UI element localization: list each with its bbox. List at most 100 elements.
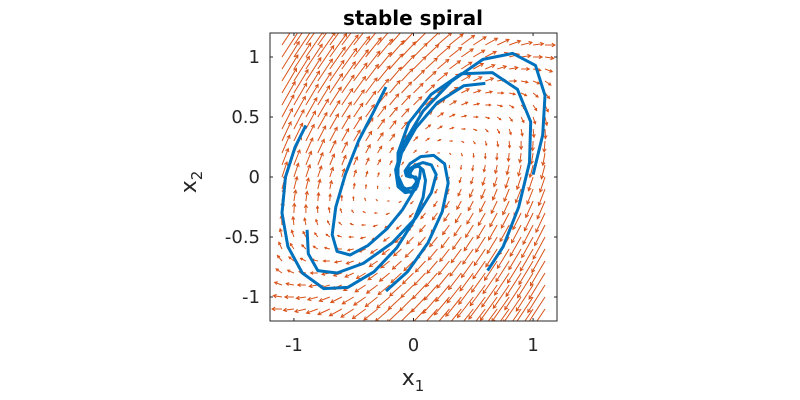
vector-arrow	[508, 116, 513, 122]
vector-arrow	[329, 59, 345, 82]
vector-arrow	[317, 165, 323, 178]
vector-arrow	[425, 124, 432, 130]
vector-arrow	[382, 236, 390, 242]
vector-arrow	[352, 195, 355, 202]
vector-arrow	[411, 284, 426, 300]
vector-arrow	[437, 72, 449, 82]
vector-arrow	[353, 296, 366, 306]
y-axis-label: x2	[177, 171, 206, 194]
vector-arrow	[425, 151, 429, 154]
vector-arrow	[532, 104, 538, 112]
vector-arrow	[389, 106, 398, 118]
vector-arrow	[536, 200, 546, 220]
vector-field	[270, 33, 557, 321]
vector-arrow	[473, 128, 478, 131]
vector-arrow	[289, 242, 295, 250]
vector-arrow	[473, 36, 487, 46]
vector-arrow	[437, 112, 445, 118]
vector-arrow	[487, 308, 498, 321]
vector-arrow	[302, 230, 307, 238]
vector-arrow	[281, 134, 291, 154]
vector-arrow	[390, 272, 402, 284]
vector-arrow	[391, 260, 402, 270]
vector-arrow	[293, 68, 309, 94]
vector-arrow	[437, 58, 450, 70]
vector-arrow	[481, 176, 486, 187]
vector-arrow	[449, 152, 452, 156]
vector-arrow	[493, 164, 498, 175]
vector-arrow	[305, 150, 313, 166]
vector-arrow	[533, 54, 544, 60]
y-tick-label: 1	[249, 47, 260, 68]
vector-arrow	[375, 308, 390, 321]
vector-arrow	[293, 82, 308, 106]
vector-arrow	[543, 128, 548, 140]
vector-arrow	[446, 284, 462, 304]
vector-arrow	[291, 215, 296, 226]
y-tick-label: -1	[242, 287, 260, 308]
vector-arrow	[437, 45, 451, 58]
vector-arrow	[377, 78, 390, 94]
vector-arrow	[525, 200, 534, 219]
vector-arrow	[488, 224, 498, 241]
vector-arrow	[427, 248, 438, 261]
vector-arrow	[523, 212, 534, 232]
x-tick-label: -1	[285, 335, 303, 356]
vector-arrow	[281, 94, 295, 118]
vector-arrow	[509, 65, 519, 71]
vector-arrow	[329, 72, 344, 94]
vector-arrow	[376, 296, 390, 309]
y-tick-label: 0	[249, 167, 260, 188]
vector-arrow	[496, 248, 510, 270]
vector-arrow	[514, 296, 534, 321]
vector-arrow	[459, 272, 474, 292]
vector-arrow	[389, 33, 401, 46]
vector-arrow	[386, 200, 390, 202]
vector-arrow	[329, 46, 346, 70]
vector-arrow	[522, 224, 534, 246]
vector-arrow	[353, 102, 364, 118]
vector-arrow	[450, 248, 462, 264]
vector-arrow	[317, 98, 329, 118]
vector-arrow	[508, 128, 512, 136]
vector-arrow	[341, 296, 354, 305]
vector-arrow	[506, 152, 511, 163]
vector-arrow	[437, 139, 442, 142]
vector-arrow	[495, 260, 510, 283]
vector-arrow	[353, 155, 359, 166]
vector-arrow	[521, 53, 532, 59]
vector-arrow	[449, 260, 462, 277]
vector-arrow	[445, 296, 462, 318]
vector-arrow	[462, 248, 474, 265]
vector-arrow	[341, 167, 346, 178]
vector-arrow	[420, 212, 426, 220]
vector-arrow	[341, 141, 348, 154]
vector-arrow	[521, 236, 534, 259]
vector-arrow	[365, 33, 377, 46]
vector-arrow	[533, 41, 545, 47]
vector-arrow	[436, 164, 439, 168]
vector-arrow	[315, 218, 319, 226]
vector-arrow	[377, 158, 381, 166]
vector-arrow	[449, 113, 456, 118]
vector-arrow	[485, 37, 499, 46]
vector-arrow	[449, 126, 455, 130]
vector-arrow	[305, 110, 316, 130]
vector-arrow	[413, 69, 426, 82]
vector-arrow	[312, 245, 319, 250]
vector-arrow	[497, 91, 505, 95]
trajectory-line-3	[305, 161, 438, 275]
vector-arrow	[424, 272, 438, 288]
vector-arrow	[504, 284, 522, 311]
vector-arrow	[492, 176, 498, 188]
vector-arrow	[413, 42, 428, 58]
vector-arrow	[329, 139, 337, 154]
vector-arrow	[389, 146, 394, 154]
vector-arrow	[450, 308, 462, 321]
vector-arrow	[532, 92, 539, 98]
vector-arrow	[480, 188, 486, 200]
vector-arrow	[457, 188, 462, 197]
vector-arrow	[365, 90, 377, 106]
vector-arrow	[413, 136, 419, 142]
vector-arrow	[425, 57, 439, 70]
